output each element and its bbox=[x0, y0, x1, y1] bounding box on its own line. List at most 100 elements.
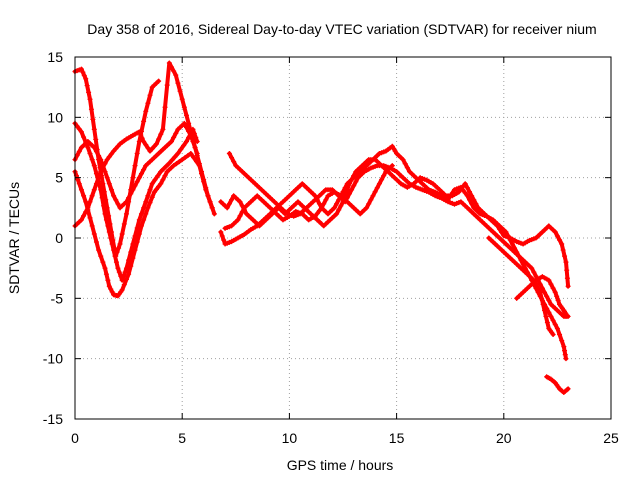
data-point bbox=[537, 281, 543, 287]
y-tick-label: 15 bbox=[47, 49, 63, 65]
data-point bbox=[404, 165, 410, 171]
plot-area-data bbox=[72, 60, 571, 395]
data-point bbox=[546, 309, 552, 315]
data-point bbox=[91, 163, 97, 169]
data-point bbox=[509, 241, 515, 247]
data-point bbox=[473, 201, 479, 207]
data-point bbox=[136, 175, 142, 181]
data-point bbox=[98, 253, 104, 259]
data-point bbox=[460, 184, 466, 190]
data-point bbox=[141, 118, 147, 124]
series-track-9 bbox=[222, 163, 395, 231]
data-point bbox=[90, 116, 96, 122]
data-point bbox=[93, 181, 99, 187]
data-point bbox=[103, 271, 109, 277]
data-point bbox=[116, 269, 122, 275]
data-point bbox=[76, 126, 82, 132]
data-point bbox=[169, 157, 175, 163]
data-point bbox=[183, 138, 189, 144]
data-point bbox=[93, 239, 99, 245]
data-point bbox=[160, 126, 166, 132]
data-point bbox=[106, 283, 112, 289]
tick-labels: 0 5 10 15 20 25 -15 -10 -5 0 5 10 15 bbox=[43, 49, 619, 446]
y-tick-label: -5 bbox=[51, 290, 64, 306]
data-point bbox=[105, 223, 111, 229]
data-point bbox=[156, 136, 162, 142]
data-point bbox=[542, 307, 548, 313]
data-point bbox=[554, 326, 560, 331]
data-point bbox=[542, 289, 548, 295]
data-point bbox=[115, 201, 121, 207]
data-point bbox=[548, 281, 554, 287]
data-point bbox=[158, 169, 164, 175]
x-tick-label: 0 bbox=[71, 430, 79, 446]
data-point bbox=[171, 134, 177, 140]
data-point bbox=[130, 187, 136, 193]
data-point bbox=[321, 201, 327, 207]
data-point bbox=[80, 69, 86, 75]
data-point bbox=[207, 199, 213, 205]
data-point bbox=[128, 191, 134, 197]
data-point bbox=[123, 265, 129, 271]
data-point bbox=[464, 193, 470, 199]
data-point bbox=[132, 247, 138, 253]
data-point bbox=[145, 193, 151, 199]
data-point bbox=[149, 194, 155, 200]
data-point bbox=[338, 203, 344, 209]
data-point bbox=[497, 226, 503, 232]
data-point bbox=[379, 177, 385, 183]
data-point bbox=[156, 78, 162, 84]
data-point bbox=[108, 151, 114, 157]
data-point bbox=[539, 285, 545, 291]
data-point bbox=[78, 217, 84, 223]
data-point bbox=[351, 173, 357, 179]
data-point bbox=[81, 73, 87, 79]
data-point bbox=[111, 247, 117, 253]
data-point bbox=[192, 145, 198, 150]
data-point bbox=[564, 267, 570, 273]
x-axis-label: GPS time / hours bbox=[287, 457, 394, 473]
data-point bbox=[546, 297, 552, 303]
x-tick-label: 25 bbox=[603, 430, 619, 446]
data-point bbox=[85, 145, 91, 150]
data-point bbox=[559, 338, 565, 344]
data-point bbox=[550, 332, 556, 338]
data-point bbox=[102, 169, 108, 175]
data-point bbox=[205, 193, 211, 199]
data-point bbox=[368, 197, 374, 203]
data-point bbox=[153, 141, 159, 147]
data-point bbox=[529, 265, 535, 271]
data-point bbox=[166, 160, 172, 166]
data-point bbox=[106, 229, 112, 235]
series-line bbox=[486, 236, 556, 337]
x-tick-label: 15 bbox=[389, 430, 405, 446]
data-point bbox=[134, 239, 140, 245]
data-point bbox=[353, 179, 359, 185]
data-point bbox=[400, 157, 406, 163]
data-point bbox=[456, 189, 462, 195]
data-point bbox=[181, 120, 187, 126]
data-point bbox=[211, 211, 217, 217]
data-point bbox=[108, 187, 114, 193]
series-track-12 bbox=[544, 374, 571, 395]
data-point bbox=[132, 233, 138, 239]
data-point bbox=[78, 66, 84, 72]
data-point bbox=[163, 163, 169, 169]
data-point bbox=[121, 221, 127, 227]
data-point bbox=[550, 317, 556, 323]
data-point bbox=[188, 151, 194, 157]
data-point bbox=[374, 185, 380, 191]
data-point bbox=[87, 199, 93, 205]
data-point bbox=[87, 96, 93, 102]
data-point bbox=[116, 245, 122, 251]
data-point bbox=[183, 124, 189, 130]
data-point bbox=[106, 154, 112, 160]
data-point bbox=[147, 187, 153, 193]
data-point bbox=[469, 201, 475, 207]
data-point bbox=[563, 311, 569, 317]
data-point bbox=[106, 181, 112, 187]
data-point bbox=[175, 80, 181, 86]
data-point bbox=[141, 217, 147, 223]
data-point bbox=[103, 217, 109, 223]
data-point bbox=[93, 136, 99, 142]
